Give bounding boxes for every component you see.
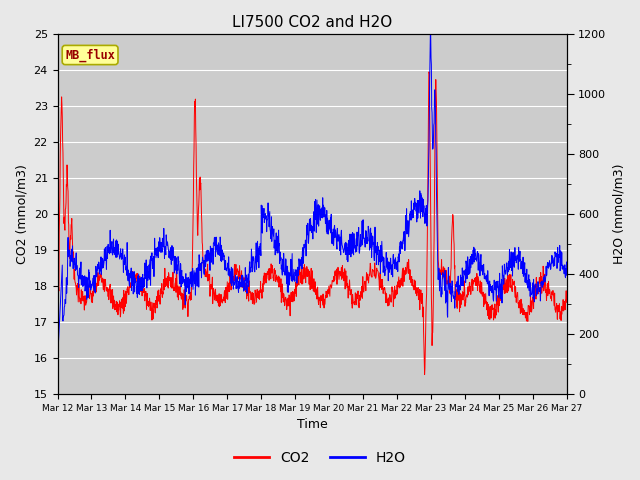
- Y-axis label: H2O (mmol/m3): H2O (mmol/m3): [612, 164, 625, 264]
- Title: LI7500 CO2 and H2O: LI7500 CO2 and H2O: [232, 15, 392, 30]
- Text: MB_flux: MB_flux: [65, 48, 115, 61]
- Y-axis label: CO2 (mmol/m3): CO2 (mmol/m3): [15, 164, 28, 264]
- X-axis label: Time: Time: [297, 419, 328, 432]
- Legend: CO2, H2O: CO2, H2O: [228, 445, 412, 471]
